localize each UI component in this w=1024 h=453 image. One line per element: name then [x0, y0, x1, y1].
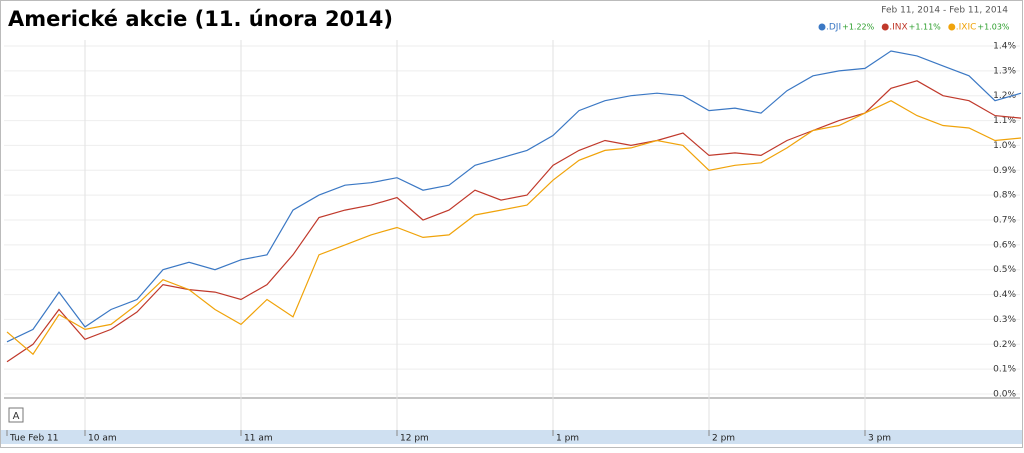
- legend-name: .DJI: [826, 23, 841, 33]
- annotation-icon: A: [8, 407, 24, 423]
- y-tick-label: 1.4%: [993, 42, 1016, 52]
- legend-change: +1.03%: [977, 23, 1010, 32]
- y-tick-label: 0.6%: [993, 240, 1016, 250]
- x-tick-label: 3 pm: [868, 434, 891, 444]
- series-line: [6, 50, 1022, 343]
- time-bar: [1, 430, 1022, 444]
- x-tick-label: Tue Feb 11: [9, 434, 58, 444]
- x-tick-label: 12 pm: [400, 434, 429, 444]
- legend: .DJI +1.22% .INX +1.11% .IXIC +1.03%: [818, 23, 1010, 33]
- y-tick-label: 0.2%: [993, 340, 1016, 350]
- x-tick-label: 2 pm: [712, 434, 735, 444]
- legend-name: .INX: [889, 23, 907, 33]
- y-tick-label: 0.5%: [993, 265, 1016, 275]
- y-tick-label: 1.1%: [993, 116, 1016, 126]
- series-line: [6, 80, 1022, 363]
- x-tick-label: 1 pm: [556, 434, 579, 444]
- x-tick-label: 10 am: [88, 434, 117, 444]
- y-tick-label: 0.7%: [993, 216, 1016, 226]
- legend-marker: [818, 23, 826, 31]
- y-tick-label: 0.1%: [993, 365, 1016, 375]
- legend-change: +1.22%: [842, 23, 875, 32]
- chart-title: Americké akcie (11. února 2014): [8, 7, 393, 31]
- svg-text:A: A: [13, 411, 20, 422]
- legend-marker: [881, 23, 889, 31]
- y-tick-label: 0.3%: [993, 315, 1016, 325]
- date-range: Feb 11, 2014 - Feb 11, 2014: [881, 6, 1008, 16]
- y-tick-label: 1.2%: [993, 91, 1016, 101]
- series-line: [6, 100, 1022, 356]
- legend-name: .IXIC: [956, 23, 977, 33]
- legend-marker: [948, 23, 956, 31]
- y-tick-label: 0.8%: [993, 191, 1016, 201]
- y-tick-label: 0.9%: [993, 166, 1016, 176]
- y-tick-label: 1.0%: [993, 141, 1016, 151]
- y-tick-label: 1.3%: [993, 66, 1016, 76]
- x-tick-label: 11 am: [244, 434, 273, 444]
- legend-change: +1.11%: [909, 23, 942, 32]
- y-tick-label: 0.0%: [993, 390, 1016, 400]
- y-tick-label: 0.4%: [993, 290, 1016, 300]
